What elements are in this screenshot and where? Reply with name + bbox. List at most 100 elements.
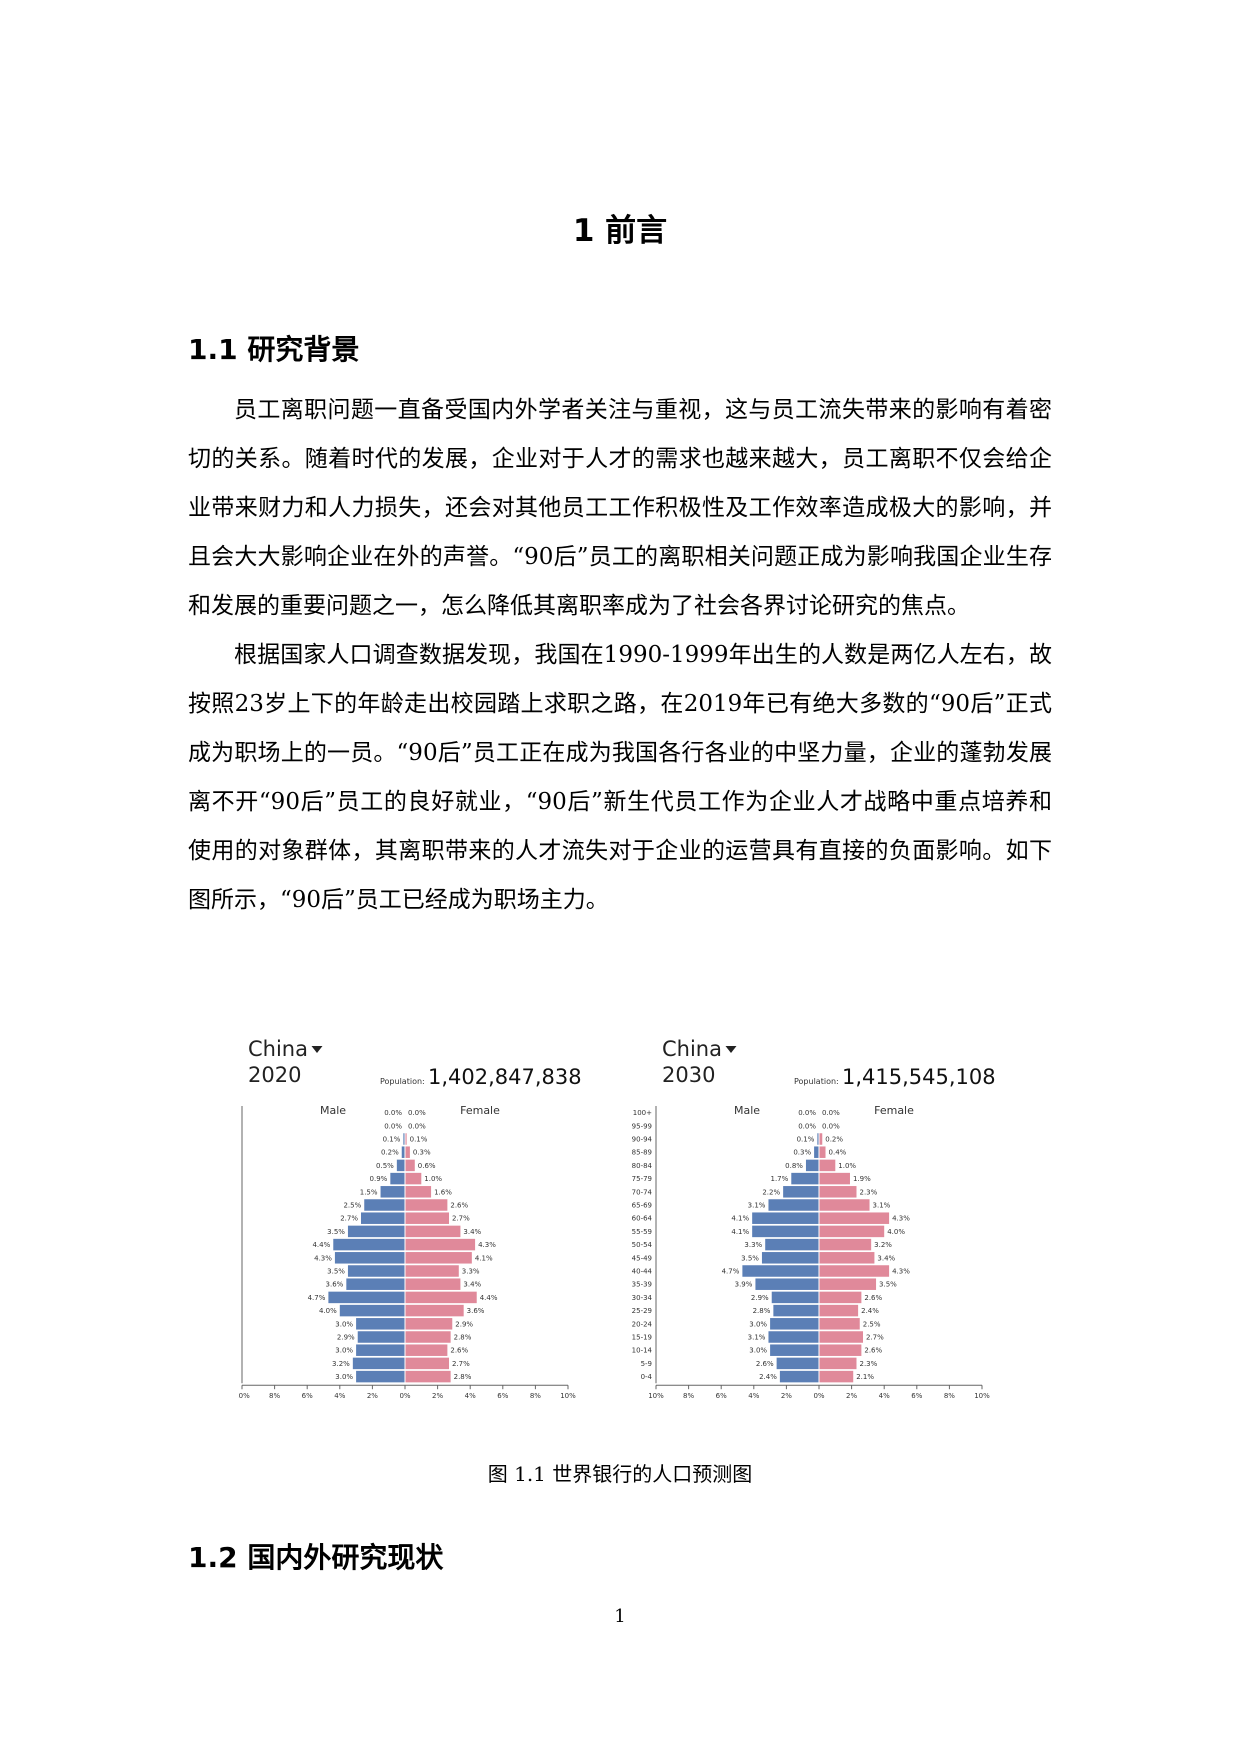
male-value-label: 3.9% xyxy=(735,1281,753,1289)
age-group-label: 70-74 xyxy=(238,1188,239,1196)
female-bar xyxy=(405,1133,407,1145)
age-group-label: 80-84 xyxy=(238,1162,239,1170)
female-bar xyxy=(819,1225,885,1238)
paragraph: 根据国家人口调查数据发现，我国在1990-1999年出生的人数是两亿人左右，故按… xyxy=(188,642,1052,913)
female-bar xyxy=(819,1265,890,1277)
female-bar xyxy=(819,1252,875,1264)
female-bar xyxy=(405,1344,448,1356)
male-value-label: 0.1% xyxy=(797,1136,815,1144)
country-selector: China xyxy=(248,1037,308,1061)
male-bar xyxy=(752,1225,819,1238)
age-group-label: 30-34 xyxy=(238,1294,239,1302)
male-bar xyxy=(360,1212,405,1224)
male-value-label: 0.0% xyxy=(384,1122,402,1130)
male-value-label: 0.8% xyxy=(785,1162,803,1170)
x-tick-label: 10% xyxy=(648,1392,664,1400)
female-value-label: 0.2% xyxy=(825,1136,843,1144)
male-bar xyxy=(783,1186,819,1198)
female-value-label: 3.4% xyxy=(463,1281,481,1289)
x-tick-label: 4% xyxy=(748,1392,759,1400)
female-value-label: 2.7% xyxy=(452,1360,470,1368)
age-group-label: 25-29 xyxy=(632,1307,652,1315)
female-value-label: 0.0% xyxy=(408,1122,426,1130)
age-group-label: 70-74 xyxy=(632,1188,653,1196)
female-bar xyxy=(405,1159,415,1172)
female-bar xyxy=(819,1159,836,1172)
male-bar xyxy=(403,1133,405,1145)
male-bar xyxy=(339,1304,405,1317)
age-group-label: 55-59 xyxy=(632,1228,652,1236)
male-bar xyxy=(396,1159,405,1172)
male-bar xyxy=(765,1238,819,1251)
male-value-label: 2.7% xyxy=(340,1215,358,1223)
population-value: 1,415,545,108 xyxy=(842,1065,996,1089)
female-bar xyxy=(405,1172,422,1185)
female-bar xyxy=(405,1252,472,1264)
x-tick-label: 2% xyxy=(781,1392,792,1400)
male-value-label: 2.9% xyxy=(751,1294,769,1302)
female-value-label: 2.4% xyxy=(861,1307,879,1315)
male-bar xyxy=(356,1370,405,1383)
female-value-label: 2.3% xyxy=(859,1188,877,1196)
population-pyramid-figure: China 2020 Population: 1,402,847,838 Male Fem… xyxy=(238,1030,1032,1440)
chapter-title: 1 前言 xyxy=(572,213,668,249)
country-selector: China xyxy=(662,1037,722,1061)
male-bar xyxy=(768,1331,819,1343)
legend-female: Female xyxy=(460,1104,500,1117)
age-group-label: 0-4 xyxy=(238,1373,239,1381)
female-value-label: 2.8% xyxy=(454,1334,472,1342)
male-value-label: 0.3% xyxy=(793,1149,811,1157)
male-value-label: 1.5% xyxy=(360,1188,378,1196)
male-value-label: 2.8% xyxy=(753,1307,771,1315)
population-label: Population: xyxy=(380,1077,425,1086)
male-bar xyxy=(776,1357,819,1370)
chart-year: 2020 xyxy=(248,1063,301,1087)
female-value-label: 3.1% xyxy=(873,1202,891,1210)
female-bar xyxy=(405,1331,451,1343)
age-group-label: 50-54 xyxy=(238,1241,239,1249)
age-group-label: 95-99 xyxy=(632,1122,652,1130)
male-bar xyxy=(401,1146,405,1158)
female-value-label: 0.3% xyxy=(413,1149,431,1157)
female-bar xyxy=(819,1199,870,1211)
male-value-label: 2.6% xyxy=(756,1360,774,1368)
male-bar xyxy=(779,1370,819,1383)
male-bar xyxy=(771,1291,819,1304)
age-group-label: 35-39 xyxy=(632,1281,652,1289)
male-bar xyxy=(334,1252,405,1264)
population-value: 1,402,847,838 xyxy=(428,1065,582,1089)
female-value-label: 4.3% xyxy=(478,1241,496,1249)
chevron-down-icon xyxy=(725,1046,737,1053)
female-bar xyxy=(405,1238,476,1251)
male-value-label: 0.2% xyxy=(381,1149,399,1157)
male-value-label: 4.4% xyxy=(312,1241,330,1249)
legend-female: Female xyxy=(874,1104,914,1117)
age-group-label: 75-79 xyxy=(632,1175,652,1183)
female-value-label: 4.0% xyxy=(887,1228,905,1236)
population-label: Population: xyxy=(794,1077,839,1086)
age-group-label: 40-44 xyxy=(238,1268,239,1276)
x-tick-label: 4% xyxy=(879,1392,890,1400)
page-number: 1 xyxy=(614,1606,626,1627)
female-value-label: 4.1% xyxy=(475,1254,493,1262)
female-bar xyxy=(819,1186,857,1198)
female-bar xyxy=(405,1199,448,1211)
age-group-label: 45-49 xyxy=(632,1254,652,1262)
x-tick-label: 6% xyxy=(716,1392,727,1400)
female-bar xyxy=(819,1331,864,1343)
female-value-label: 3.6% xyxy=(467,1307,485,1315)
x-tick-label: 4% xyxy=(465,1392,476,1400)
x-tick-label: 8% xyxy=(944,1392,955,1400)
female-value-label: 4.3% xyxy=(892,1268,910,1276)
male-value-label: 2.4% xyxy=(759,1373,777,1381)
male-bar xyxy=(768,1199,819,1211)
male-value-label: 3.0% xyxy=(335,1347,353,1355)
female-value-label: 2.6% xyxy=(864,1294,882,1302)
x-tick-label: 2% xyxy=(846,1392,857,1400)
age-group-label: 0-4 xyxy=(641,1373,653,1381)
male-bar xyxy=(356,1318,405,1330)
female-value-label: 2.9% xyxy=(455,1320,473,1328)
male-value-label: 3.1% xyxy=(748,1202,766,1210)
age-group-label: 10-14 xyxy=(238,1347,239,1355)
female-bar xyxy=(405,1357,450,1370)
